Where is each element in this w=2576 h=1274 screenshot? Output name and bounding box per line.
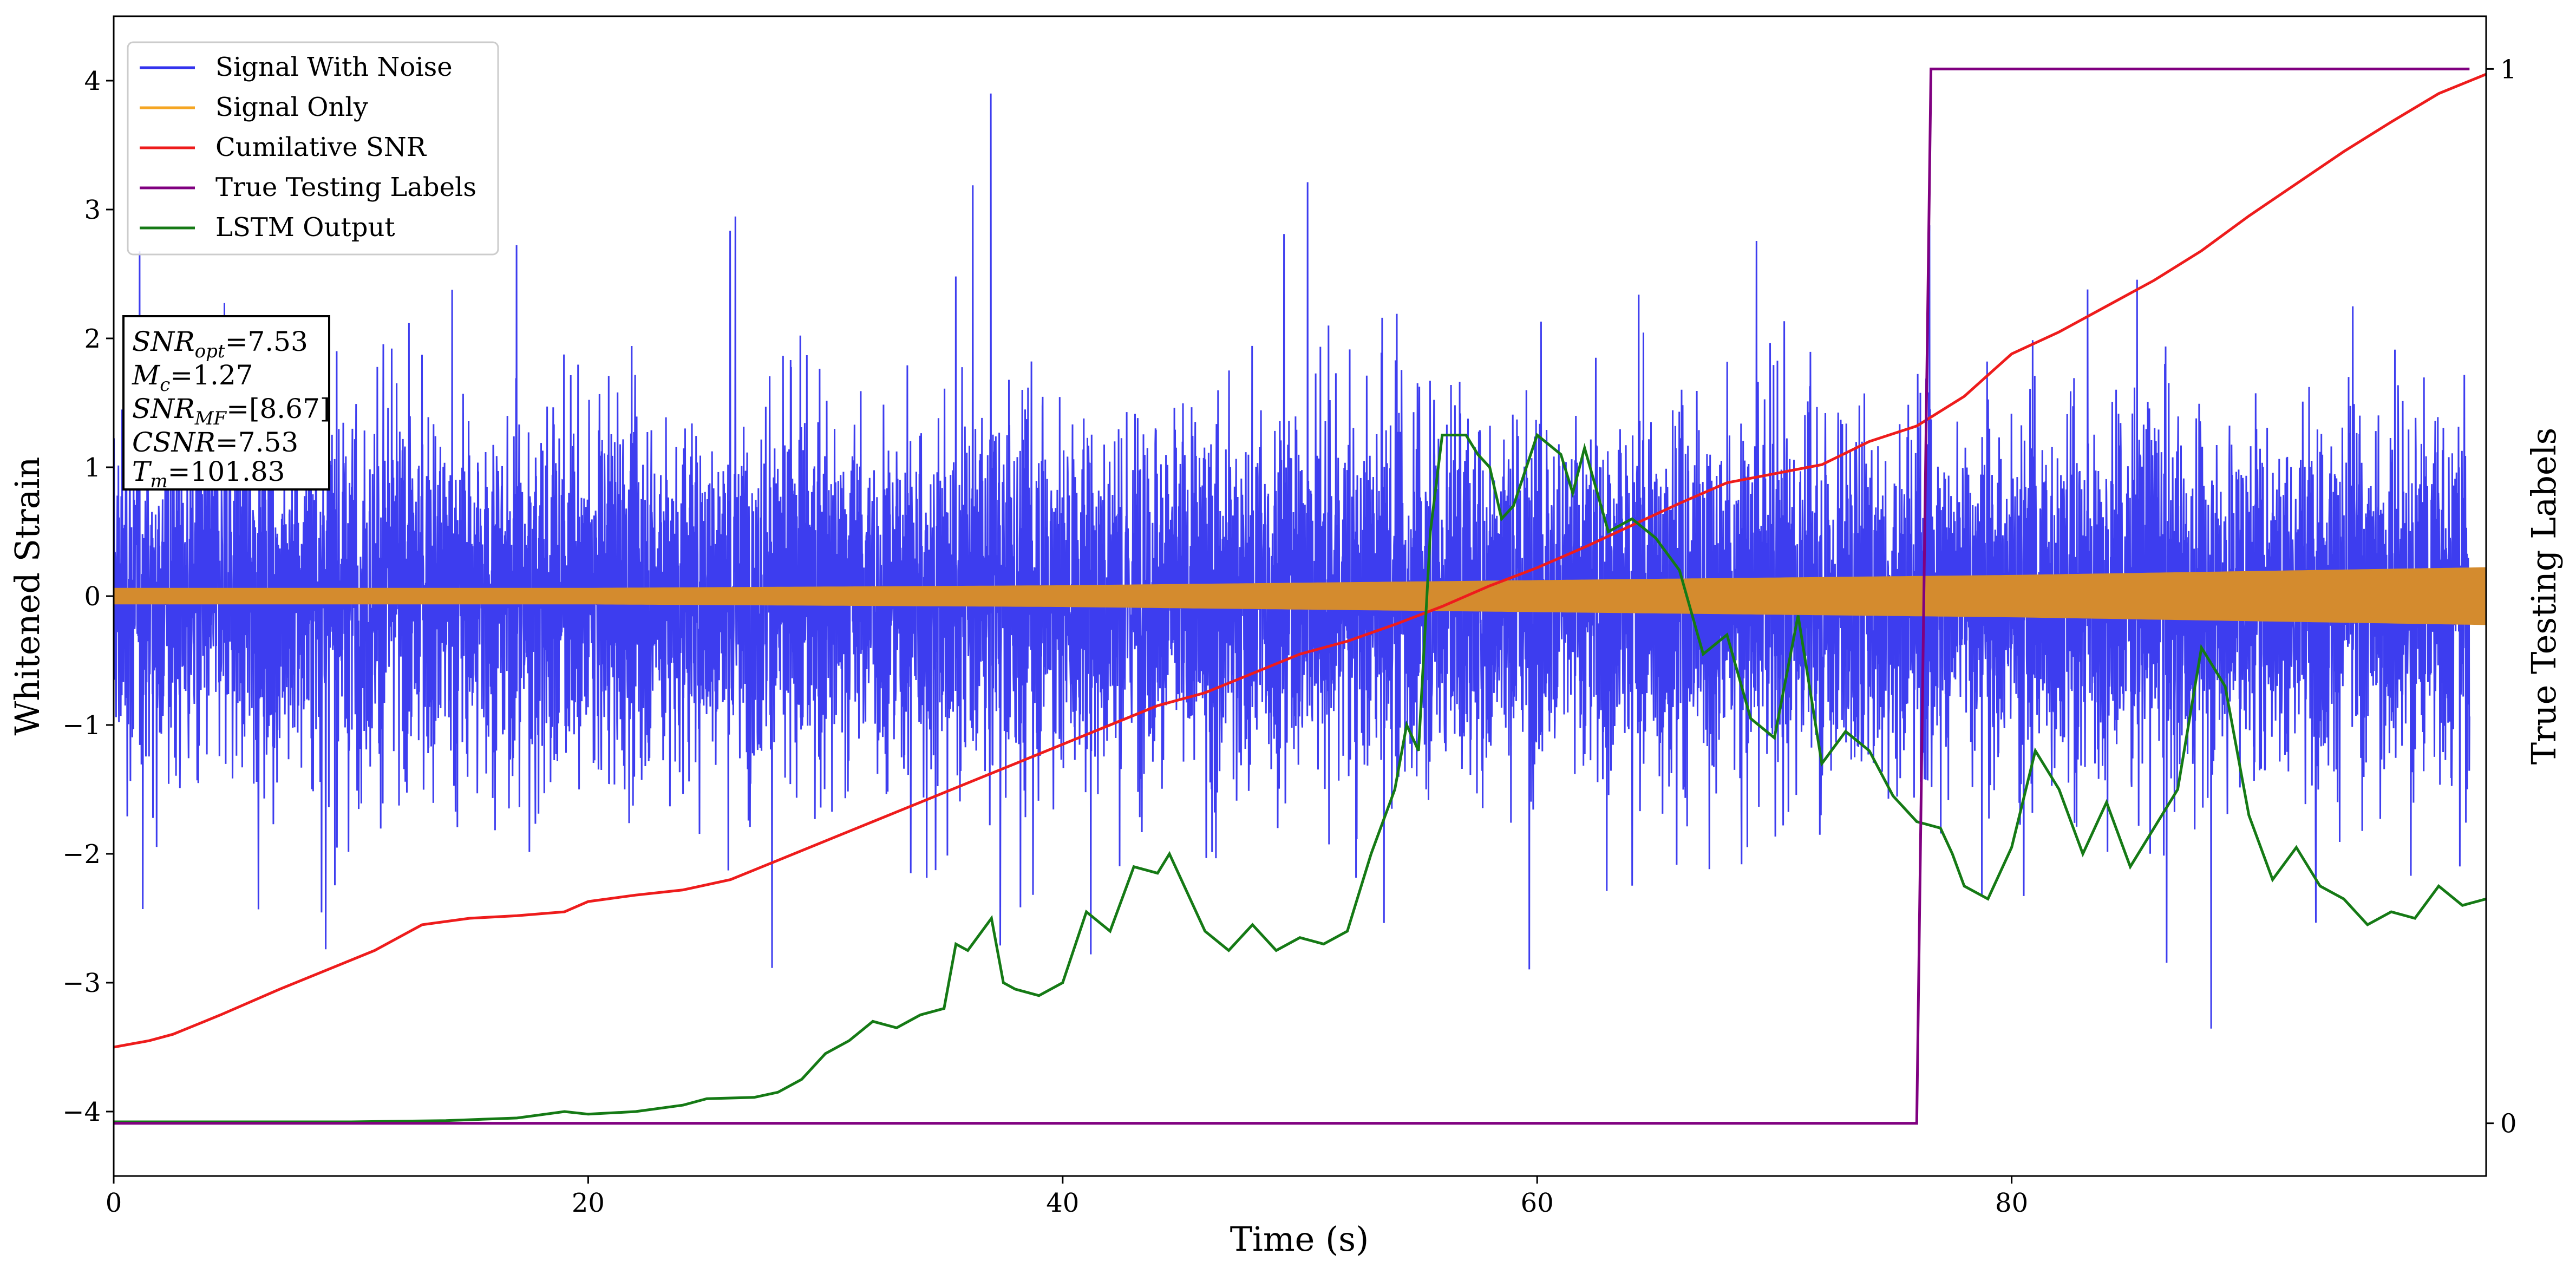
legend-label-true-testing-labels: True Testing Labels bbox=[215, 172, 476, 202]
series-lstm-output bbox=[114, 433, 2486, 1123]
series-signal-only bbox=[114, 567, 2486, 625]
y-tick-label: 4 bbox=[84, 66, 101, 96]
series-signal-with-noise bbox=[114, 93, 2470, 1029]
legend-label-cumulative-snr: Cumilative SNR bbox=[215, 132, 427, 162]
annotation-snr-opt: SNRopt=7.53 bbox=[132, 326, 308, 362]
x-tick-label: 20 bbox=[572, 1188, 605, 1218]
y-tick-label: 0 bbox=[84, 582, 101, 612]
y2-tick-label: 1 bbox=[2500, 54, 2517, 84]
y-tick-label: 2 bbox=[84, 324, 101, 354]
y-tick-label: −2 bbox=[62, 839, 101, 870]
annotation-mc: Mc=1.27 bbox=[132, 360, 253, 396]
series-cumulative-snr bbox=[114, 73, 2486, 1049]
x-tick-label: 80 bbox=[1995, 1188, 2028, 1218]
series-true-testing-labels bbox=[114, 67, 2470, 1125]
x-axis-title: Time (s) bbox=[1230, 1219, 1369, 1259]
y-tick-label: 3 bbox=[84, 195, 101, 225]
legend-label-signal-with-noise: Signal With Noise bbox=[215, 52, 453, 82]
legend: Signal With Noise Signal Only Cumilative… bbox=[127, 41, 499, 256]
x-tick-label: 40 bbox=[1046, 1188, 1079, 1218]
y-tick-label: −1 bbox=[62, 710, 101, 741]
legend-label-lstm-output: LSTM Output bbox=[215, 212, 395, 243]
y2-axis-title: True Testing Labels bbox=[2524, 428, 2564, 765]
x-tick-label: 60 bbox=[1521, 1188, 1554, 1218]
annotation-csnr: CSNR=7.53 bbox=[132, 427, 298, 458]
y-tick-label: 1 bbox=[84, 453, 101, 483]
annotation-tm: Tm=101.83 bbox=[132, 456, 285, 492]
y2-tick-label: 0 bbox=[2500, 1109, 2517, 1139]
legend-label-signal-only: Signal Only bbox=[215, 92, 368, 122]
y-axis-title: Whitened Strain bbox=[8, 457, 47, 736]
legend-box bbox=[127, 41, 499, 256]
x-tick-label: 0 bbox=[106, 1188, 122, 1218]
annotation-snr-mf: SNRMF=[8.67] bbox=[132, 393, 330, 429]
annotation-box bbox=[122, 315, 330, 491]
y-tick-label: −4 bbox=[62, 1097, 101, 1127]
y-tick-label: −3 bbox=[62, 968, 101, 998]
parameter-annotation: SNRopt=7.53 Mc=1.27 SNRMF=[8.67] CSNR=7.… bbox=[122, 315, 330, 492]
